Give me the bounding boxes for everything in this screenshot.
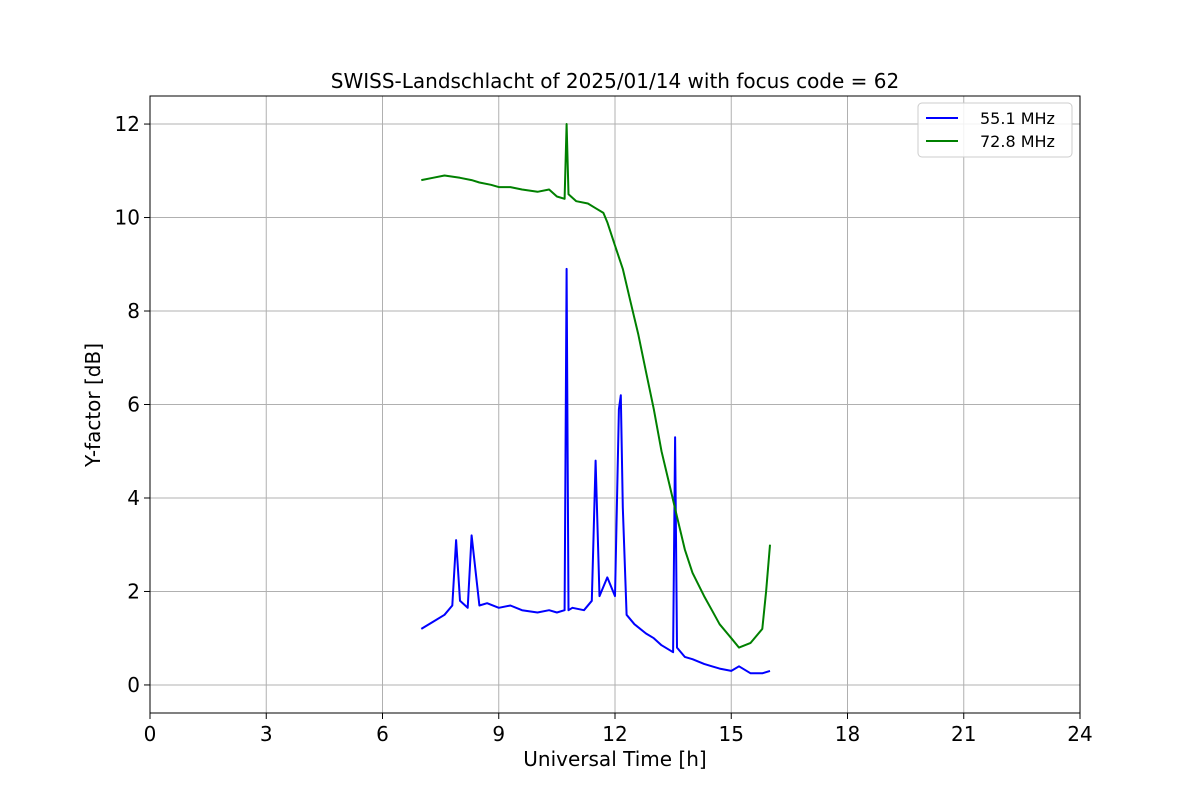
y-tick-label: 8: [127, 299, 140, 323]
series-line-72-8-mhz: [421, 123, 771, 649]
x-tick-label: 9: [492, 722, 505, 746]
y-tick-label: 6: [127, 393, 140, 417]
x-tick-label: 12: [602, 722, 627, 746]
y-axis-label: Y-factor [dB]: [81, 343, 105, 468]
x-tick-label: 21: [951, 722, 976, 746]
x-tick-label: 24: [1067, 722, 1092, 746]
y-tick-label: 10: [115, 206, 140, 230]
x-tick-label: 6: [376, 722, 389, 746]
y-tick-label: 0: [127, 673, 140, 697]
legend-label: 55.1 MHz: [980, 109, 1055, 128]
series-line-55-1-mhz: [420, 267, 771, 675]
x-tick-label: 3: [260, 722, 273, 746]
y-tick-label: 12: [115, 112, 140, 136]
y-tick-label: 2: [127, 579, 140, 603]
series-layer: [420, 123, 771, 675]
x-tick-label: 15: [719, 722, 744, 746]
chart-title: SWISS-Landschlacht of 2025/01/14 with fo…: [331, 69, 899, 93]
legend-box: [917, 102, 1073, 158]
x-axis-label: Universal Time [h]: [523, 747, 706, 771]
legend-label: 72.8 MHz: [980, 132, 1055, 151]
y-tick-label: 4: [127, 486, 140, 510]
legend: 55.1 MHz 72.8 MHz: [917, 102, 1073, 158]
x-tick-label: 18: [835, 722, 860, 746]
x-tick-label: 0: [144, 722, 157, 746]
